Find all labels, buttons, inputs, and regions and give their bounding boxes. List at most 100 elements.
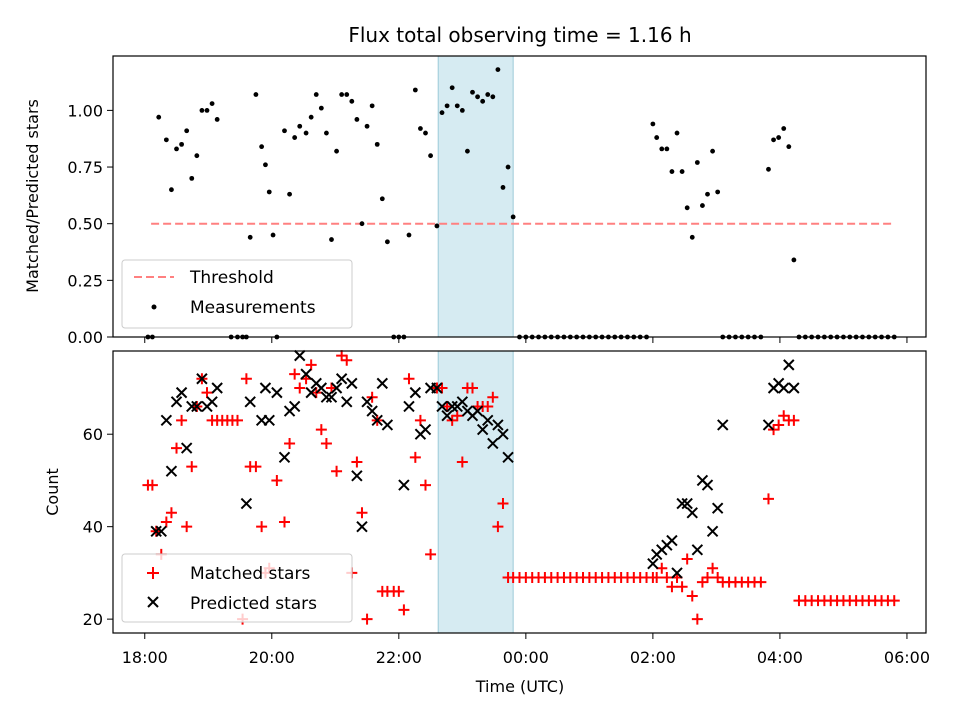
measurement-point (781, 126, 787, 131)
matched-star-point (456, 456, 468, 468)
matched-star-point (419, 479, 431, 491)
bottom-y-axis-ticks: 20 40 60 (83, 425, 113, 629)
measurement-point (163, 137, 169, 143)
predicted-star-point (346, 377, 358, 390)
bottom-y-tick-label: 40 (83, 518, 103, 537)
bottom-x-tick-label: 04:00 (757, 648, 803, 667)
measurement-point (169, 187, 174, 193)
matched-star-point (186, 461, 198, 473)
matched-star-point (231, 414, 243, 426)
matched-star-point (201, 387, 213, 399)
matched-star-point (356, 507, 368, 519)
measurement-point (791, 257, 797, 263)
measurement-point (369, 103, 375, 109)
measurement-point (384, 239, 390, 245)
measurement-point (354, 117, 360, 122)
predicted-star-point (175, 386, 188, 399)
measurement-point (684, 205, 690, 211)
predicted-star-point (341, 396, 353, 408)
matched-star-point (707, 562, 719, 574)
predicted-star-point (325, 391, 338, 403)
matched-star-point (466, 382, 478, 394)
predicted-star-point (288, 400, 301, 413)
bottom-panel: 20 40 60 18:00 20:00 22:00 00:00 02:00 04:00 06:… (43, 349, 930, 696)
measurement-point (359, 221, 365, 227)
bottom-x-tick-label: 06:00 (884, 648, 930, 667)
measurement-point (334, 148, 339, 154)
measurement-point (694, 160, 700, 165)
measurement-point (659, 146, 665, 152)
matched-star-point (888, 595, 900, 607)
predicted-star-point (196, 373, 208, 385)
predicted-star-point (361, 396, 373, 408)
measurement-point (184, 128, 190, 134)
predicted-star-point (240, 497, 253, 510)
predicted-star-point (300, 368, 312, 380)
top-highlight-span (437, 55, 514, 338)
top-legend: Threshold Measurements (121, 259, 353, 329)
matched-star-point (403, 373, 415, 385)
matched-star-point (651, 572, 663, 584)
predicted-star-point (436, 400, 448, 413)
predicted-star-point (356, 520, 368, 533)
predicted-star-point (482, 414, 494, 427)
predicted-star-point (456, 396, 469, 408)
predicted-star-point (671, 567, 683, 579)
measurement-point (428, 153, 433, 159)
measurement-point (263, 162, 268, 168)
measurement-point (449, 85, 455, 91)
predicted-star-point (305, 386, 317, 399)
matched-star-point (487, 391, 499, 403)
matched-star-point (436, 382, 448, 394)
predicted-star-point (315, 382, 328, 394)
predicted-star-point (431, 382, 443, 394)
matched-star-point (702, 572, 714, 584)
top-y-axis-label: Matched/Predicted stars (23, 99, 42, 293)
matched-star-point (176, 414, 188, 426)
matched-star-point (409, 451, 421, 463)
measurement-point (374, 141, 380, 147)
measurement-point (475, 94, 480, 100)
measurement-point (282, 128, 287, 134)
predicted-star-point (497, 428, 509, 440)
measurement-point (179, 141, 184, 147)
bottom-x-tick-label: 20:00 (249, 648, 295, 667)
predicted-star-point (320, 391, 333, 403)
predicted-star-point (244, 396, 256, 408)
bottom-legend: Matched stars Predicted stars (121, 553, 353, 623)
measurement-point (705, 191, 710, 197)
matched-star-point (171, 442, 183, 454)
measurement-point (194, 153, 200, 159)
predicted-star-point (398, 479, 410, 491)
predicted-star-point (294, 349, 306, 362)
measurement-point (465, 148, 470, 154)
measurement-point (495, 67, 501, 72)
matched-star-point (661, 572, 673, 584)
measurement-point (418, 126, 423, 131)
matched-star-point (681, 553, 693, 565)
top-y-tick-label: 0.25 (67, 271, 103, 290)
predicted-star-point (783, 359, 795, 371)
predicted-star-point (371, 414, 383, 427)
predicted-star-point (691, 544, 704, 556)
measurement-point (700, 203, 705, 208)
measurement-point (214, 117, 220, 122)
matched-star-point (294, 382, 306, 394)
matched-star-point (676, 581, 688, 593)
predicted-star-point (186, 400, 198, 413)
top-y-tick-label: 0.75 (67, 158, 103, 177)
matched-star-point (146, 479, 158, 491)
matched-star-point (181, 521, 193, 533)
legend-predicted-label: Predicted stars (190, 594, 317, 614)
bottom-highlight-span (437, 350, 514, 634)
legend-predicted-swatch (147, 596, 159, 608)
bottom-x-tick-label: 00:00 (503, 648, 549, 667)
measurement-point (500, 185, 506, 190)
measurement-point (204, 107, 210, 113)
predicted-star-point (676, 497, 688, 510)
measurement-point (313, 92, 319, 97)
matched-star-point (451, 410, 463, 422)
predicted-star-point (180, 442, 193, 454)
matched-star-point (256, 521, 268, 533)
matched-star-point (351, 456, 363, 468)
